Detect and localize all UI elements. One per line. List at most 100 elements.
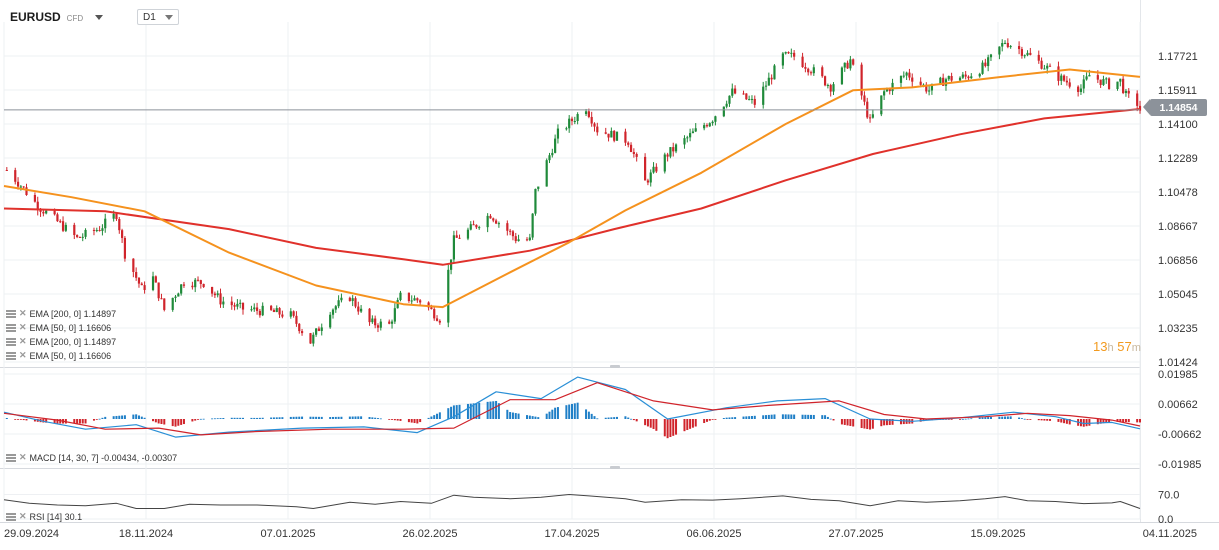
settings-icon[interactable] bbox=[6, 337, 16, 346]
candle-body bbox=[371, 318, 374, 323]
macd-hist-bar bbox=[646, 419, 649, 427]
candle-body bbox=[556, 128, 560, 139]
candle-body bbox=[514, 236, 517, 242]
macd-hist-bar bbox=[683, 419, 686, 432]
macd-hist-bar bbox=[182, 419, 185, 425]
candle-body bbox=[289, 311, 292, 317]
candle-body bbox=[329, 314, 332, 328]
candle-body bbox=[1006, 42, 1009, 48]
candle-body bbox=[1068, 82, 1071, 87]
close-icon[interactable]: ✕ bbox=[19, 350, 27, 360]
macd-hist-bar bbox=[596, 418, 599, 420]
macd-hist-bar bbox=[1082, 419, 1085, 427]
time-tick-label: 18.11.2024 bbox=[119, 528, 173, 540]
candle-body bbox=[236, 303, 239, 307]
timeframe-select[interactable]: D1 bbox=[137, 9, 179, 25]
symbol-dropdown-icon[interactable] bbox=[95, 14, 104, 20]
macd-hist-bar bbox=[731, 417, 734, 419]
macd-hist-bar bbox=[1096, 419, 1099, 425]
macd-hist-bar bbox=[585, 409, 588, 419]
close-icon[interactable]: ✕ bbox=[19, 336, 27, 346]
macd-hist-bar bbox=[478, 402, 481, 419]
candle-body bbox=[711, 121, 714, 124]
candle-body bbox=[427, 302, 430, 308]
candle-body bbox=[1096, 75, 1099, 80]
macd-hist-bar bbox=[675, 419, 678, 435]
macd-hist-bar bbox=[379, 418, 382, 420]
legend-rsi[interactable]: ✕ RSI [14] 30.1 bbox=[6, 510, 82, 523]
macd-hist-bar bbox=[672, 419, 675, 436]
macd-hist-bar bbox=[691, 419, 694, 428]
close-icon[interactable]: ✕ bbox=[19, 452, 27, 462]
candle-body bbox=[1060, 75, 1063, 81]
close-icon[interactable]: ✕ bbox=[19, 308, 27, 318]
macd-tick-label: 0.00662 bbox=[1158, 399, 1198, 411]
legend-ema200-dup[interactable]: ✕ EMA [200, 0] 1.14897 bbox=[6, 335, 116, 348]
macd-hist-bar bbox=[258, 417, 261, 419]
macd-hist-bar bbox=[475, 403, 478, 419]
settings-icon[interactable] bbox=[6, 351, 16, 360]
legend-macd[interactable]: ✕ MACD [14, 30, 7] -0.00434, -0.00307 bbox=[6, 451, 177, 464]
settings-icon[interactable] bbox=[6, 309, 16, 318]
candle-body bbox=[33, 194, 37, 202]
macd-hist-bar bbox=[765, 415, 768, 419]
legend-ema50-dup[interactable]: ✕ EMA [50, 0] 1.16606 bbox=[6, 349, 111, 362]
symbol-name[interactable]: EURUSD bbox=[10, 10, 61, 24]
settings-icon[interactable] bbox=[6, 323, 16, 332]
candle-body bbox=[624, 131, 627, 143]
candle-body bbox=[433, 309, 436, 319]
macd-hist-bar bbox=[807, 414, 810, 419]
close-icon[interactable]: ✕ bbox=[19, 322, 27, 332]
macd-hist-bar bbox=[1006, 416, 1009, 419]
symbol-header[interactable]: EURUSD CFD bbox=[10, 6, 104, 28]
macd-hist-bar bbox=[239, 417, 242, 419]
candle-body bbox=[239, 302, 242, 304]
candle-body bbox=[683, 138, 686, 145]
candle-body bbox=[911, 77, 914, 82]
candle-body bbox=[73, 224, 76, 236]
macd-hist-bar bbox=[576, 402, 579, 419]
candle-body bbox=[486, 215, 489, 228]
candle-body bbox=[78, 236, 82, 238]
candle-body bbox=[39, 210, 42, 212]
macd-hist-bar bbox=[433, 415, 436, 419]
legend-ema200[interactable]: ✕ EMA [200, 0] 1.14897 bbox=[6, 307, 116, 320]
macd-hist-bar bbox=[762, 415, 765, 419]
candle-body bbox=[987, 57, 990, 67]
candle-body bbox=[317, 328, 321, 331]
candle-body bbox=[705, 125, 709, 127]
candle-body bbox=[663, 154, 666, 172]
macd-hist-bar bbox=[399, 419, 402, 421]
macd-hist-bar bbox=[801, 414, 804, 419]
chevron-down-icon[interactable] bbox=[165, 14, 173, 20]
candle-body bbox=[92, 229, 96, 231]
macd-hist-bar bbox=[275, 417, 278, 419]
candle-body bbox=[899, 76, 903, 83]
candle-body bbox=[123, 237, 127, 259]
candle-body bbox=[1138, 105, 1142, 111]
macd-hist-bar bbox=[1068, 419, 1071, 425]
settings-icon[interactable] bbox=[6, 453, 16, 462]
candle-body bbox=[300, 331, 304, 334]
close-icon[interactable]: ✕ bbox=[19, 511, 27, 521]
candle-body bbox=[1040, 60, 1043, 69]
macd-hist-bar bbox=[866, 419, 869, 430]
candle-body bbox=[320, 327, 323, 331]
macd-hist-bar bbox=[1085, 419, 1088, 427]
macd-hist-bar bbox=[101, 417, 104, 419]
time-tick-label: 26.02.2025 bbox=[402, 528, 457, 540]
rsi-tick-label: 70.0 bbox=[1158, 490, 1179, 502]
legend-label: EMA [50, 0] 1.16606 bbox=[29, 322, 112, 333]
settings-icon[interactable] bbox=[6, 512, 16, 521]
macd-hist-bar bbox=[393, 419, 396, 421]
countdown-minutes: 57 bbox=[1117, 339, 1132, 354]
countdown-hours: 13 bbox=[1093, 339, 1108, 354]
candle-body bbox=[1062, 75, 1066, 81]
macd-hist-bar bbox=[860, 419, 863, 429]
candle-body bbox=[25, 187, 28, 195]
legend-ema50[interactable]: ✕ EMA [50, 0] 1.16606 bbox=[6, 321, 111, 334]
candle-body bbox=[939, 77, 942, 84]
candle-body bbox=[419, 300, 422, 303]
candle-body bbox=[137, 277, 141, 284]
